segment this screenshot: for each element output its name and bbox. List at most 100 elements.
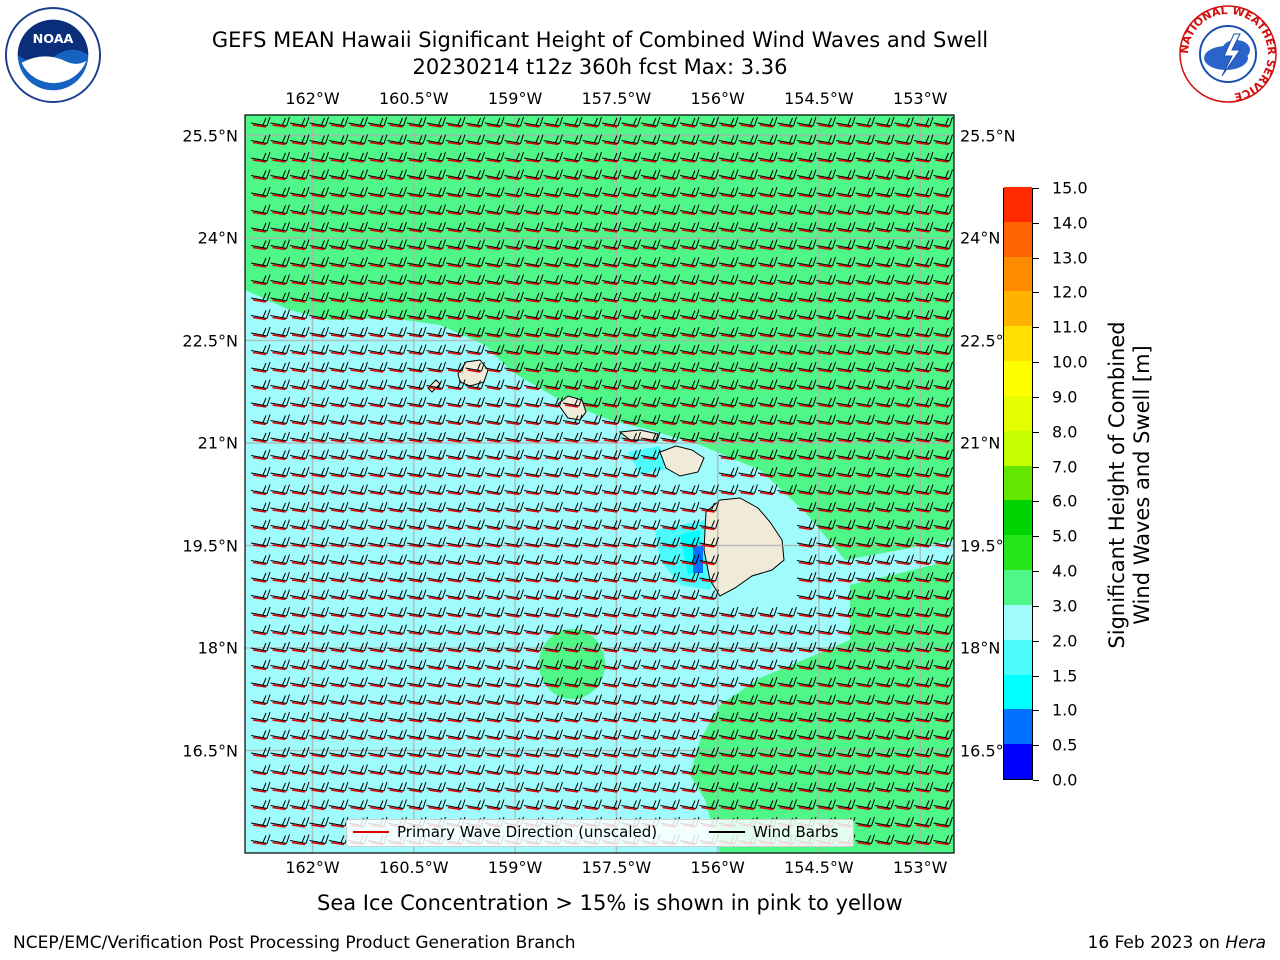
wave-direction-arrow xyxy=(915,159,930,163)
wind-barb xyxy=(855,816,875,827)
wave-direction-arrow xyxy=(447,229,462,233)
wind-barb xyxy=(718,396,739,407)
wind-barb xyxy=(543,431,563,442)
wind-barb xyxy=(309,624,329,634)
wave-direction-arrow xyxy=(740,491,754,496)
wave-direction-arrow xyxy=(701,736,715,741)
wave-direction-arrow xyxy=(857,614,871,618)
wave-direction-arrow xyxy=(545,579,559,583)
wave-direction-arrow xyxy=(408,281,423,286)
wave-direction-arrow xyxy=(525,684,540,688)
wave-direction-arrow xyxy=(428,211,442,216)
wind-barb xyxy=(309,116,329,127)
wind-barb xyxy=(874,361,895,372)
wave-direction-arrow xyxy=(642,159,657,163)
wind-barb xyxy=(426,571,446,582)
wave-direction-arrow xyxy=(584,369,598,373)
wind-barb xyxy=(445,291,466,302)
wind-barb xyxy=(484,764,505,774)
wave-direction-arrow xyxy=(896,246,910,251)
wind-barb xyxy=(465,781,485,792)
wave-direction-arrow xyxy=(311,159,325,163)
wind-barb xyxy=(894,274,914,284)
wind-barb xyxy=(913,641,934,652)
wave-direction-arrow xyxy=(350,211,364,216)
wave-direction-arrow xyxy=(447,316,462,321)
wave-direction-arrow xyxy=(564,631,579,636)
wind-barb xyxy=(738,484,758,494)
wave-direction-arrow xyxy=(623,159,637,163)
wind-barb xyxy=(328,641,349,652)
wave-direction-arrow xyxy=(467,124,481,128)
wave-direction-arrow xyxy=(876,701,891,706)
wind-barb xyxy=(270,326,290,337)
wave-direction-arrow xyxy=(857,754,871,758)
wave-direction-arrow xyxy=(740,281,754,286)
wind-barb xyxy=(855,396,875,407)
wave-direction-arrow xyxy=(389,474,403,478)
wave-direction-arrow xyxy=(935,316,949,321)
wave-direction-arrow xyxy=(818,316,832,321)
wave-direction-arrow xyxy=(447,211,462,216)
wind-barb xyxy=(874,151,895,162)
wave-direction-arrow xyxy=(584,719,598,723)
wave-direction-arrow xyxy=(369,421,384,426)
wind-barb xyxy=(757,291,778,302)
wave-direction-arrow xyxy=(525,124,540,128)
wave-direction-arrow xyxy=(564,439,579,443)
wind-barb xyxy=(250,676,271,687)
wind-barb xyxy=(835,431,856,442)
wave-direction-arrow xyxy=(642,719,657,723)
wind-barb xyxy=(796,256,817,267)
wave-direction-arrow xyxy=(837,491,852,496)
wave-direction-arrow xyxy=(408,456,423,461)
wave-direction-arrow xyxy=(798,386,813,391)
wind-barb xyxy=(348,659,368,669)
wind-barb xyxy=(367,239,388,249)
wind-barb xyxy=(738,396,758,407)
wind-barb xyxy=(348,396,368,407)
wave-direction-arrow xyxy=(330,369,345,373)
wave-direction-arrow xyxy=(740,421,754,426)
wind-barb xyxy=(328,379,349,389)
wind-barb xyxy=(933,484,953,494)
wind-barb xyxy=(562,729,583,739)
wind-barb xyxy=(504,571,524,582)
wind-barb xyxy=(426,134,446,144)
wind-barb xyxy=(913,361,934,372)
wind-barb xyxy=(874,169,895,179)
wind-barb xyxy=(387,134,407,144)
wave-direction-arrow xyxy=(935,334,949,338)
wave-direction-arrow xyxy=(486,194,501,198)
lat-tick-label-right: 24°N xyxy=(960,228,1001,248)
island-hawaii xyxy=(703,497,785,597)
wind-barb xyxy=(582,641,602,652)
wind-barb xyxy=(406,116,427,127)
wave-direction-arrow xyxy=(896,561,910,566)
wind-barb xyxy=(582,186,602,197)
wind-barb xyxy=(816,659,836,669)
wind-barb xyxy=(270,379,290,389)
wind-barb xyxy=(699,116,719,127)
wave-direction-arrow xyxy=(330,404,345,408)
wave-direction-arrow xyxy=(447,666,462,671)
wind-barb xyxy=(855,256,875,267)
wind-barb xyxy=(504,396,524,407)
wind-barb xyxy=(406,414,427,424)
wave-direction-arrow xyxy=(311,526,325,531)
wave-direction-arrow xyxy=(603,141,618,146)
wave-direction-arrow xyxy=(272,736,286,741)
wind-barb xyxy=(699,204,719,214)
wind-barb xyxy=(309,589,329,599)
wave-direction-arrow xyxy=(428,246,442,251)
wave-direction-arrow xyxy=(935,526,949,531)
wave-direction-arrow xyxy=(525,176,540,181)
wind-barb xyxy=(660,571,680,582)
wave-direction-arrow xyxy=(525,159,540,163)
wind-barb xyxy=(543,624,563,634)
wave-direction-arrow xyxy=(662,229,676,233)
wave-direction-arrow xyxy=(272,474,286,478)
wave-direction-arrow xyxy=(662,736,676,741)
wave-direction-arrow xyxy=(428,141,442,146)
wave-direction-arrow xyxy=(623,124,637,128)
